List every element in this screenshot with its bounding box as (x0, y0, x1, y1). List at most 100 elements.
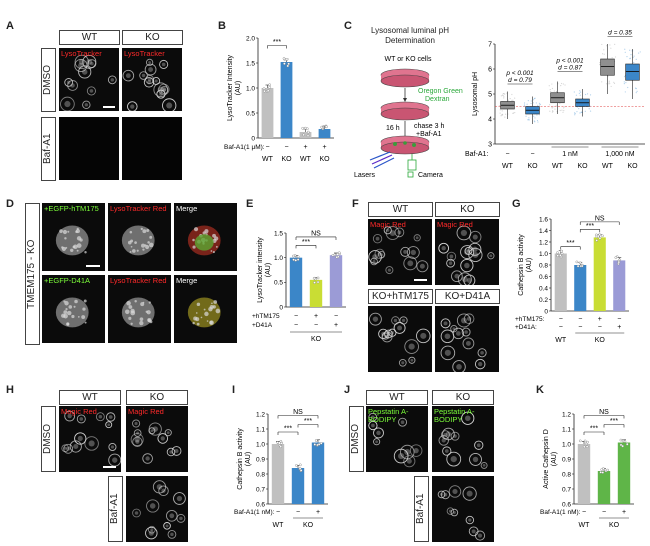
x-tick-label: KO (577, 163, 588, 170)
data-point (614, 256, 618, 259)
p-value: p < 0.001 (505, 70, 534, 77)
y-tick-label: 7 (488, 41, 492, 48)
data-point (266, 89, 270, 93)
data-point (614, 43, 616, 45)
data-point (580, 264, 584, 268)
x-tick-label: KO (527, 163, 538, 170)
data-point (535, 102, 537, 104)
scale-bar (86, 265, 100, 267)
data-point (538, 104, 541, 106)
panel-letter-c: C (344, 20, 352, 32)
data-point (528, 119, 530, 121)
condition-value: − (582, 509, 586, 516)
data-point (512, 112, 514, 114)
condition-row-label: Baf-A1(1 μM): (224, 144, 265, 151)
box (600, 58, 615, 76)
data-point (538, 114, 540, 116)
data-point (525, 115, 527, 117)
chart-i: 0.6 0.7 0.8 0.9 1.0 1.1 1.2 Cathepsin B activit… (234, 409, 328, 529)
data-point (623, 76, 626, 78)
micrograph-f-ko-htm175 (368, 306, 432, 372)
data-point (583, 439, 587, 443)
y-axis-label: Cathepsin B activity(AU) (237, 428, 252, 490)
data-point (575, 260, 579, 264)
data-point (576, 111, 578, 113)
data-point (601, 234, 604, 238)
row-label-tmem175-ko: TMEM175 - KO (25, 203, 40, 345)
x-tick-label: KO (627, 163, 638, 170)
y-tick-label: 0.8 (562, 471, 571, 478)
data-point (551, 83, 553, 85)
cells-j2 (438, 411, 488, 469)
data-point (589, 94, 592, 96)
data-point (314, 439, 318, 442)
col-header-wt: WT (59, 30, 120, 45)
data-point (298, 467, 302, 470)
data-point (619, 443, 623, 447)
data-point (528, 117, 530, 119)
data-point (276, 441, 279, 444)
condition-value: − (296, 509, 300, 516)
cells-h1 (61, 410, 121, 467)
data-point (614, 56, 617, 58)
row-label-bafa1: Baf-A1 (108, 476, 123, 542)
svg-text:Dextran: Dextran (425, 96, 450, 103)
condition-value: − (578, 316, 582, 323)
x-tick-label: KO (319, 156, 330, 163)
data-point (560, 82, 563, 85)
y-axis-label: LysoTracker Intensity(AU) (227, 55, 242, 122)
data-point (621, 439, 625, 443)
data-point (595, 233, 598, 237)
data-point (285, 58, 289, 61)
x-tick-label: WT (502, 163, 514, 170)
data-point (599, 471, 603, 474)
box (625, 63, 640, 81)
cells-f2 (438, 225, 495, 285)
condition-value: − (314, 322, 318, 329)
y-axis-label: LysoTracker intensity(AU) (257, 237, 272, 303)
data-point (532, 102, 534, 104)
data-point (613, 82, 616, 84)
camera-label: Camera (418, 172, 443, 179)
data-point (606, 468, 609, 472)
data-point (501, 113, 503, 115)
blob-d3 (187, 225, 221, 256)
data-point (268, 86, 272, 89)
cells-f1 (368, 226, 429, 275)
y-tick-label: 4 (488, 116, 492, 123)
data-point (262, 87, 266, 90)
y-tick-label: 0.9 (256, 456, 265, 463)
bar (329, 255, 343, 307)
bar (289, 257, 303, 307)
data-point (299, 469, 303, 472)
effect-size: d = 0.87 (558, 65, 582, 72)
data-point (578, 108, 580, 110)
condition-value: − (334, 313, 338, 320)
data-point (503, 97, 505, 99)
bar (271, 444, 285, 504)
panel-letter-e: E (246, 198, 254, 210)
data-point (287, 62, 290, 66)
significance-label: *** (586, 223, 594, 230)
x-tick-label: WT (262, 156, 274, 163)
data-point (563, 110, 565, 112)
data-point (626, 56, 628, 58)
group-label: WT (273, 522, 285, 529)
data-point (499, 112, 501, 114)
data-point (549, 88, 551, 91)
data-point (263, 89, 266, 93)
data-point (306, 130, 310, 134)
data-point (509, 98, 511, 100)
data-point (553, 106, 555, 108)
x-tick-label: WT (602, 163, 614, 170)
condition-row-label: Baf-A1: (465, 151, 488, 158)
bar (261, 88, 274, 138)
data-point (606, 45, 608, 47)
y-tick-label: 0 (544, 308, 548, 315)
micrograph-d-merge-2: Merge (174, 275, 237, 343)
condition-row-label: Baf-A1(1 nM): (234, 509, 275, 516)
col-header-ko: KO (126, 390, 188, 405)
data-point (504, 116, 506, 118)
data-point (500, 95, 502, 97)
effect-size: d = 0.79 (508, 77, 532, 84)
